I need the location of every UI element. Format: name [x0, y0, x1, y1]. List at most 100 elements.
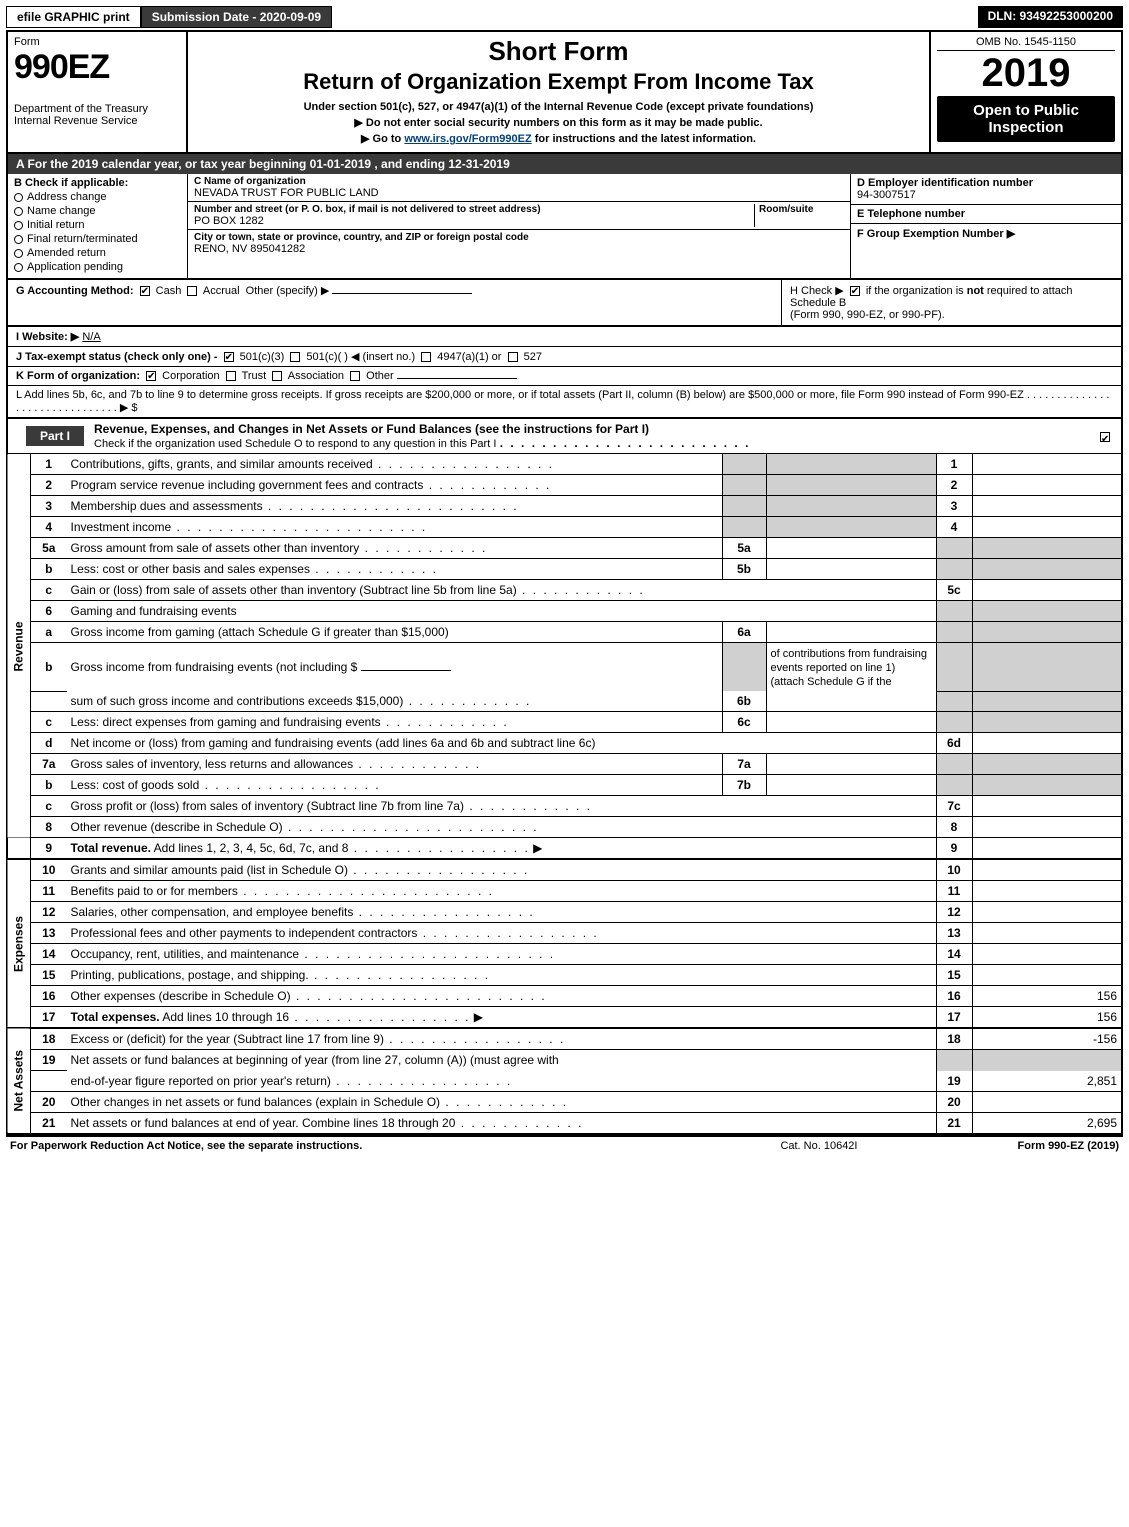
part1-header: Part I Revenue, Expenses, and Changes in… — [6, 419, 1123, 454]
part1-sub: Check if the organization used Schedule … — [94, 438, 496, 450]
l6d-desc: Net income or (loss) from gaming and fun… — [67, 733, 937, 754]
line-20: 20Other changes in net assets or fund ba… — [7, 1091, 1122, 1112]
submission-date-button[interactable]: Submission Date - 2020-09-09 — [141, 6, 332, 28]
header-left: Form 990EZ Department of the Treasury In… — [8, 32, 188, 152]
l20-desc: Other changes in net assets or fund bala… — [71, 1095, 441, 1109]
ein-label: D Employer identification number — [857, 177, 1115, 189]
line-6d: dNet income or (loss) from gaming and fu… — [7, 733, 1122, 754]
header-right: OMB No. 1545-1150 2019 Open to Public In… — [931, 32, 1121, 152]
chk-501c3[interactable] — [224, 352, 234, 362]
chk-pending[interactable]: Application pending — [14, 261, 181, 273]
chk-name-label: Name change — [27, 205, 96, 217]
chk-other[interactable] — [350, 371, 360, 381]
section-l: L Add lines 5b, 6c, and 7b to line 9 to … — [6, 386, 1123, 419]
chk-corp[interactable] — [146, 371, 156, 381]
l6c-desc: Less: direct expenses from gaming and fu… — [71, 715, 381, 729]
chk-cash[interactable] — [140, 286, 150, 296]
l6b1-desc: Gross income from fundraising events (no… — [71, 660, 358, 674]
l6b2-desc: of contributions from fundraising events… — [771, 648, 928, 688]
chk-amended-label: Amended return — [27, 247, 106, 259]
lines-table: Revenue 1Contributions, gifts, grants, a… — [6, 454, 1123, 1135]
website-value: N/A — [82, 331, 100, 343]
k-other: Other — [366, 370, 394, 382]
chk-final[interactable]: Final return/terminated — [14, 233, 181, 245]
l11-desc: Benefits paid to or for members — [71, 884, 238, 898]
l14-desc: Occupancy, rent, utilities, and maintena… — [71, 947, 300, 961]
short-form-title: Short Form — [198, 36, 919, 67]
chk-schedule-o[interactable] — [1100, 432, 1110, 442]
line-6b: b Gross income from fundraising events (… — [7, 643, 1122, 692]
line-19a: 19Net assets or fund balances at beginni… — [7, 1050, 1122, 1071]
l7a-desc: Gross sales of inventory, less returns a… — [71, 757, 354, 771]
line-17: 17Total expenses. Add lines 10 through 1… — [7, 1007, 1122, 1029]
chk-name[interactable]: Name change — [14, 205, 181, 217]
chk-initial-label: Initial return — [27, 219, 84, 231]
l16-val: 156 — [972, 986, 1122, 1007]
section-j: J Tax-exempt status (check only one) - 5… — [6, 347, 1123, 367]
street-label: Number and street (or P. O. box, if mail… — [194, 204, 754, 215]
chk-pending-label: Application pending — [27, 261, 123, 273]
chk-amended[interactable]: Amended return — [14, 247, 181, 259]
part1-check — [1089, 426, 1121, 446]
page-footer: For Paperwork Reduction Act Notice, see … — [6, 1135, 1123, 1155]
line-7c: cGross profit or (loss) from sales of in… — [7, 796, 1122, 817]
chk-501c[interactable] — [290, 352, 300, 362]
chk-4947[interactable] — [421, 352, 431, 362]
line-5a: 5aGross amount from sale of assets other… — [7, 538, 1122, 559]
main-title: Return of Organization Exempt From Incom… — [198, 69, 919, 95]
j-501c3: 501(c)(3) — [240, 351, 285, 363]
k-other-blank[interactable] — [397, 378, 517, 379]
part1-tag: Part I — [26, 426, 84, 446]
l1-desc: Contributions, gifts, grants, and simila… — [71, 457, 373, 471]
j-label: J Tax-exempt status (check only one) - — [16, 351, 218, 363]
j-501c: 501(c)( ) ◀ (insert no.) — [306, 351, 415, 363]
section-i: I Website: ▶ N/A — [6, 327, 1123, 347]
line-9: 9Total revenue. Total revenue. Add lines… — [7, 838, 1122, 860]
room-label: Room/suite — [759, 204, 844, 215]
dln-label: DLN: 93492253000200 — [978, 6, 1123, 28]
org-name: NEVADA TRUST FOR PUBLIC LAND — [194, 187, 844, 199]
subtitle: Under section 501(c), 527, or 4947(a)(1)… — [198, 101, 919, 113]
line-7b: bLess: cost of goods sold 7b — [7, 775, 1122, 796]
chk-h[interactable] — [850, 286, 860, 296]
footer-cat: Cat. No. 10642I — [780, 1140, 857, 1152]
l17-desc: Total expenses. — [71, 1010, 160, 1024]
section-k: K Form of organization: Corporation Trus… — [6, 367, 1123, 386]
h-text3: (Form 990, 990-EZ, or 990-PF). — [790, 309, 945, 321]
meta-block: B Check if applicable: Address change Na… — [6, 174, 1123, 279]
other-blank[interactable] — [332, 293, 472, 294]
l18-val: -156 — [972, 1028, 1122, 1050]
line-13: 13Professional fees and other payments t… — [7, 923, 1122, 944]
accrual-label: Accrual — [203, 285, 240, 297]
chk-accrual[interactable] — [187, 286, 197, 296]
chk-final-label: Final return/terminated — [27, 233, 138, 245]
city-label: City or town, state or province, country… — [194, 232, 844, 243]
l5c-desc: Gain or (loss) from sale of assets other… — [71, 583, 517, 597]
chk-initial[interactable]: Initial return — [14, 219, 181, 231]
form-number: 990EZ — [14, 48, 180, 87]
chk-assoc[interactable] — [272, 371, 282, 381]
group-label: F Group Exemption Number ▶ — [857, 227, 1115, 240]
line-7a: 7aGross sales of inventory, less returns… — [7, 754, 1122, 775]
irs-link[interactable]: www.irs.gov/Form990EZ — [404, 133, 531, 145]
section-de: D Employer identification number 94-3007… — [851, 174, 1121, 278]
chk-address[interactable]: Address change — [14, 191, 181, 203]
line-15: 15Printing, publications, postage, and s… — [7, 965, 1122, 986]
org-name-label: C Name of organization — [194, 176, 844, 187]
line-12: 12Salaries, other compensation, and empl… — [7, 902, 1122, 923]
h-label: H Check ▶ — [790, 285, 844, 297]
chk-527[interactable] — [508, 352, 518, 362]
line-18: Net Assets 18Excess or (deficit) for the… — [7, 1028, 1122, 1050]
l7b-desc: Less: cost of goods sold — [71, 778, 200, 792]
chk-trust[interactable] — [226, 371, 236, 381]
l19b-desc: end-of-year figure reported on prior yea… — [71, 1074, 331, 1088]
line-19b: end-of-year figure reported on prior yea… — [7, 1071, 1122, 1092]
form-label: Form — [14, 36, 180, 48]
section-b: B Check if applicable: Address change Na… — [8, 174, 188, 278]
line-6: 6Gaming and fundraising events — [7, 601, 1122, 622]
i-label: I Website: ▶ — [16, 331, 79, 343]
line-3: 3Membership dues and assessments 3 — [7, 496, 1122, 517]
line-6a: aGross income from gaming (attach Schedu… — [7, 622, 1122, 643]
l19-val: 2,851 — [972, 1071, 1122, 1092]
efile-button[interactable]: efile GRAPHIC print — [6, 6, 141, 28]
